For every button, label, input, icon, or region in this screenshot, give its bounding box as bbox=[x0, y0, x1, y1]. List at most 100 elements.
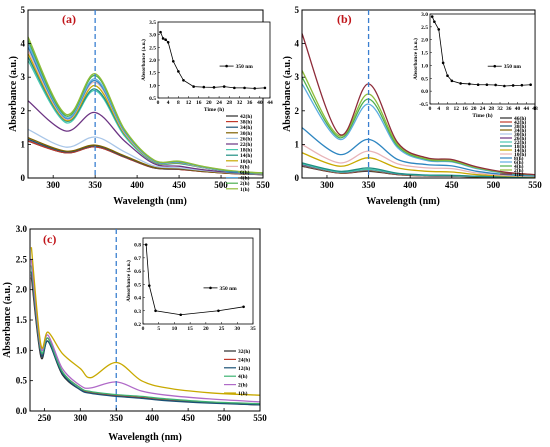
inset-ylabel: Absorbance (a.u.) bbox=[412, 38, 419, 80]
x-tick-label: 450 bbox=[181, 413, 195, 423]
inset-data-point bbox=[171, 59, 175, 63]
inset-x-tick-label: 48 bbox=[532, 106, 538, 112]
inset-data-point bbox=[253, 87, 257, 90]
y-tick-label: 4 bbox=[21, 39, 26, 49]
inset-data-point bbox=[433, 20, 436, 24]
inset-x-tick-label: 36 bbox=[247, 100, 253, 106]
inset-frame bbox=[157, 21, 271, 99]
inset-data-point bbox=[217, 309, 220, 313]
inset-x-tick-label: 10 bbox=[172, 326, 178, 332]
inset-data-point bbox=[212, 86, 216, 89]
inset-y-tick-label: 0.6 bbox=[134, 269, 141, 275]
legend: 42(h)38(h)34(h)30(h)26(h)22(h)18(h)14(h)… bbox=[226, 113, 252, 193]
inset-data-point bbox=[503, 84, 506, 88]
inset-x-tick-label: 40 bbox=[515, 106, 521, 112]
inset-data-point bbox=[263, 86, 267, 90]
inset-legend-label: 350 nm bbox=[504, 64, 522, 70]
x-tick-label: 550 bbox=[256, 180, 270, 190]
legend-label: 26(h) bbox=[240, 135, 252, 142]
x-tick-label: 550 bbox=[253, 413, 267, 423]
inset-x-tick-label: 12 bbox=[454, 106, 460, 112]
legend-label: 4(h) bbox=[238, 373, 248, 380]
y-tick-label: 2.0 bbox=[16, 285, 28, 295]
legend-label: 10(h) bbox=[514, 151, 526, 158]
inset-x-tick-label: 16 bbox=[462, 106, 468, 112]
legend-label: 34(h) bbox=[514, 127, 526, 134]
x-tick-label: 350 bbox=[362, 180, 376, 190]
inset-data-point bbox=[164, 38, 167, 42]
series-line-18h bbox=[301, 162, 536, 178]
inset-data-point bbox=[520, 83, 524, 87]
x-tick-label: 300 bbox=[74, 413, 88, 423]
inset-legend-label: 350 nm bbox=[236, 64, 254, 70]
inset-chart: 0 4 8 12 16 20 24 28 32 36 40 44 0.5 1.0 1.5 2.0 2.5 3.0 3… bbox=[140, 20, 273, 113]
inset-data-point bbox=[450, 79, 454, 83]
legend-label: 1(h) bbox=[514, 171, 524, 178]
inset-data-point bbox=[202, 85, 206, 89]
inset-x-tick-label: 40 bbox=[257, 100, 263, 106]
inset-data-point bbox=[147, 284, 151, 287]
panel-a-ylabel: Absorbance (a.u.) bbox=[8, 56, 19, 132]
x-tick-label: 500 bbox=[217, 413, 231, 423]
legend-label: 46(h) bbox=[514, 115, 526, 122]
inset-y-tick-label: 0.8 bbox=[134, 243, 141, 249]
legend: 32(h)24(h) 12(h)4(h) 2(h)1(h) bbox=[224, 348, 250, 397]
x-tick-label: 400 bbox=[145, 413, 159, 423]
inset-x-tick-label: 20 bbox=[206, 100, 212, 106]
legend-label: 42(h) bbox=[514, 119, 526, 126]
inset-y-tick-label: 0.0 bbox=[421, 89, 428, 95]
y-tick-label: 3 bbox=[21, 72, 26, 82]
panel-c: (c) Wavelength (nm) Absorbance (a.u.) 25… bbox=[2, 224, 267, 443]
inset-data-point bbox=[494, 83, 497, 87]
inset-data-point bbox=[154, 309, 157, 313]
inset-data-point bbox=[511, 84, 515, 87]
inset-ylabel: Absorbance (a.u.) bbox=[140, 39, 147, 81]
inset-x-tick-label: 5 bbox=[157, 326, 160, 332]
inset-x-tick-label: 0 bbox=[157, 100, 160, 106]
inset-x-tick-label: 20 bbox=[471, 106, 477, 112]
inset-y-tick-label: 0.5 bbox=[149, 96, 156, 102]
inset-xlabel: Time (h) bbox=[472, 112, 492, 119]
inset-legend-label: 350 nm bbox=[220, 286, 238, 292]
inset-y-tick-label: 1.5 bbox=[421, 51, 428, 57]
legend-label: 22(h) bbox=[514, 139, 526, 146]
series-line-22h bbox=[27, 100, 264, 175]
panel-b-label: (b) bbox=[337, 12, 352, 26]
y-tick-label: 2.5 bbox=[16, 254, 28, 264]
inset-x-tick-label: 8 bbox=[177, 100, 180, 106]
series-group bbox=[27, 36, 264, 176]
x-tick-label: 500 bbox=[487, 180, 501, 190]
y-tick-label: 5 bbox=[295, 5, 300, 15]
inset-legend-marker bbox=[225, 64, 228, 68]
panel-c-ylabel: Absorbance (a.u.) bbox=[2, 282, 13, 358]
y-tick-label: 1 bbox=[21, 139, 26, 149]
inset-data-point bbox=[459, 82, 462, 85]
inset-data-point bbox=[437, 28, 441, 31]
legend-label: 38(h) bbox=[514, 123, 526, 130]
legend-label: 32(h) bbox=[238, 348, 250, 355]
inset-data-point bbox=[161, 37, 165, 40]
legend-label: 10(h) bbox=[240, 158, 252, 165]
inset-data-point bbox=[222, 85, 226, 88]
panel-a-xlabel: Wavelength (nm) bbox=[113, 196, 187, 207]
y-tick-label: 1.5 bbox=[16, 315, 28, 325]
y-tick-label: 1.0 bbox=[16, 345, 28, 355]
inset-y-tick-label: 0.3 bbox=[134, 309, 141, 315]
inset-y-tick-label: -0.5 bbox=[419, 102, 428, 108]
legend-label: 34(h) bbox=[240, 124, 252, 131]
panel-b-ylabel: Absorbance (a.u.) bbox=[282, 56, 293, 132]
inset-y-tick-label: 0.2 bbox=[134, 322, 141, 328]
inset-x-tick-label: 12 bbox=[186, 100, 192, 106]
inset-x-tick-label: 24 bbox=[216, 100, 222, 106]
inset-data-point bbox=[242, 305, 245, 309]
x-tick-label: 250 bbox=[38, 413, 52, 423]
panel-a-label: (a) bbox=[62, 12, 76, 26]
legend-label: 8(h) bbox=[514, 155, 524, 162]
inset-y-tick-label: 2.5 bbox=[149, 45, 156, 51]
y-tick-label: 2 bbox=[295, 106, 300, 116]
inset-data-point bbox=[468, 82, 471, 86]
inset-data-point bbox=[159, 30, 162, 34]
inset-data-point bbox=[166, 40, 170, 44]
legend-label: 2(h) bbox=[240, 180, 250, 187]
inset-y-tick-label: 1.0 bbox=[149, 83, 156, 89]
